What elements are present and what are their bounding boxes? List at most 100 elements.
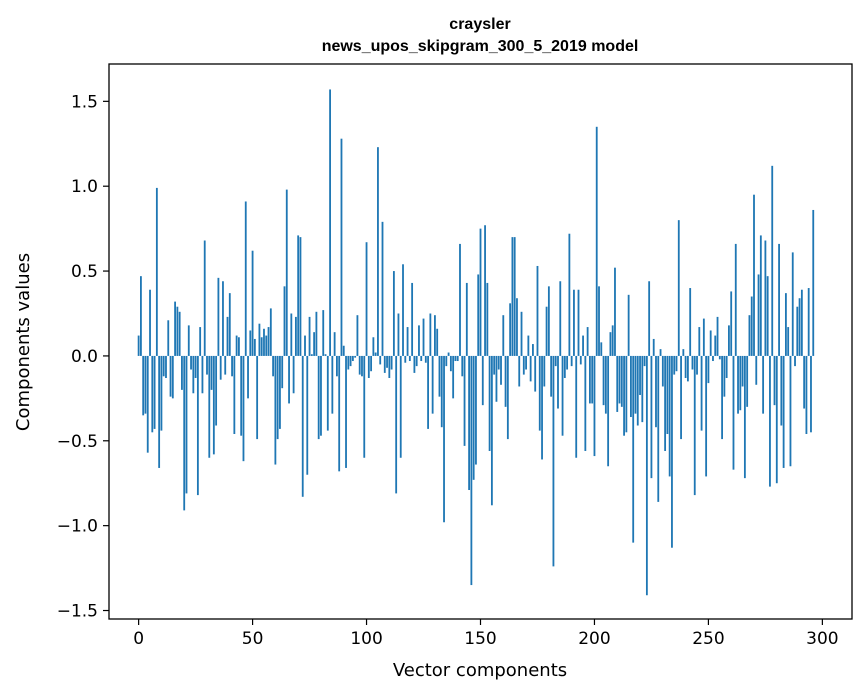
bar-185 — [559, 281, 562, 356]
bar-1 — [140, 276, 142, 356]
bar-76 — [310, 354, 313, 356]
bar-22 — [187, 325, 190, 356]
bar-244 — [693, 355, 696, 496]
chart-title-line-2: news_upos_skipgram_300_5_2019 model — [322, 38, 639, 55]
bar-131 — [436, 328, 439, 356]
bar-2 — [142, 355, 145, 416]
bar-103 — [372, 337, 375, 356]
bar-196 — [584, 355, 587, 451]
bar-128 — [429, 313, 432, 356]
bar-116 — [402, 264, 404, 356]
bar-272 — [757, 274, 760, 356]
y-tick-label: −1.5 — [57, 602, 98, 622]
bar-136 — [447, 352, 450, 356]
bar-140 — [456, 355, 459, 362]
bar-53 — [258, 323, 261, 356]
bar-90 — [342, 345, 345, 356]
bar-34 — [215, 355, 218, 426]
bar-147 — [472, 355, 475, 480]
bar-294 — [807, 288, 810, 356]
bar-118 — [406, 327, 409, 356]
bar-142 — [461, 355, 464, 377]
bar-253 — [714, 335, 717, 356]
bar-283 — [782, 355, 785, 468]
bar-95 — [354, 355, 357, 358]
bar-80 — [320, 355, 322, 436]
bar-292 — [803, 355, 806, 409]
bar-216 — [630, 355, 632, 418]
bar-291 — [800, 289, 803, 356]
x-tick-label: 50 — [242, 629, 264, 649]
bar-26 — [196, 355, 199, 496]
bar-183 — [554, 355, 557, 367]
bar-228 — [657, 355, 660, 502]
chart-title-line-1: craysler — [449, 16, 510, 33]
bar-245 — [696, 355, 698, 375]
bar-280 — [775, 355, 778, 484]
bar-56 — [265, 335, 268, 356]
bar-32 — [210, 355, 213, 390]
bar-181 — [550, 355, 553, 397]
bar-13 — [167, 320, 170, 356]
bar-191 — [573, 289, 575, 356]
bar-160 — [502, 315, 505, 356]
bar-92 — [347, 355, 350, 370]
bar-218 — [634, 355, 637, 414]
bar-217 — [632, 355, 635, 543]
bar-275 — [764, 240, 767, 356]
bar-144 — [465, 282, 468, 356]
bar-220 — [639, 355, 641, 395]
bar-47 — [244, 201, 247, 356]
bar-36 — [219, 355, 222, 380]
y-axis-label: Components values — [13, 253, 34, 431]
bar-138 — [452, 355, 455, 399]
bar-222 — [643, 355, 646, 367]
bar-249 — [705, 355, 708, 477]
bar-88 — [338, 355, 341, 472]
bar-151 — [481, 355, 484, 406]
x-tick-label: 150 — [464, 629, 496, 649]
bar-75 — [308, 316, 311, 356]
bar-15 — [171, 355, 174, 399]
bar-190 — [570, 355, 573, 367]
y-axis-ticks: −1.5 −1.0 −0.5 0.0 0.5 1.0 1.5 — [57, 92, 109, 622]
bar-248 — [702, 318, 705, 356]
bar-221 — [641, 355, 644, 423]
bar-293 — [805, 355, 808, 434]
bar-115 — [399, 355, 402, 458]
bar-57 — [267, 327, 270, 356]
bar-143 — [463, 355, 466, 446]
y-tick-label: 1.5 — [71, 92, 98, 112]
bar-125 — [422, 318, 425, 356]
bar-89 — [340, 138, 343, 356]
plot-frame — [108, 63, 853, 620]
bar-202 — [598, 286, 600, 356]
bar-290 — [798, 298, 801, 356]
bar-49 — [249, 330, 252, 356]
bar-204 — [602, 355, 605, 406]
bar-117 — [404, 355, 407, 363]
bar-256 — [721, 355, 723, 440]
bar-207 — [609, 332, 612, 356]
bar-10 — [160, 355, 163, 431]
bar-29 — [203, 240, 206, 356]
bar-279 — [773, 355, 776, 406]
bar-132 — [438, 355, 441, 397]
bar-123 — [418, 325, 420, 356]
bar-81 — [322, 310, 325, 356]
bar-285 — [787, 327, 790, 356]
bar-16 — [174, 301, 176, 356]
bar-102 — [370, 355, 373, 372]
bar-129 — [431, 355, 434, 414]
bar-79 — [317, 355, 320, 440]
bar-260 — [730, 291, 733, 356]
bar-189 — [568, 233, 571, 356]
bar-156 — [493, 355, 496, 375]
bar-225 — [650, 355, 653, 479]
bar-6 — [151, 355, 154, 433]
bar-193 — [577, 289, 580, 356]
bar-269 — [750, 296, 753, 356]
bar-176 — [538, 355, 541, 431]
bar-51 — [253, 338, 256, 356]
bar-145 — [468, 355, 471, 491]
